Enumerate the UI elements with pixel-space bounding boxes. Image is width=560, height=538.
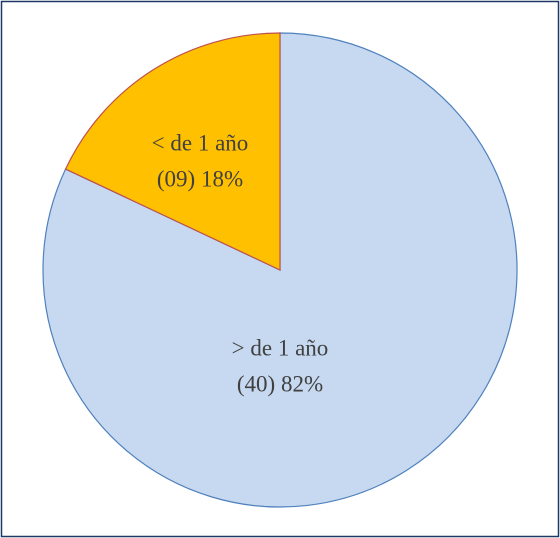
- slice-category-label: > de 1 año: [232, 335, 329, 360]
- slice-value-label: (40) 82%: [237, 371, 323, 396]
- slice-category-label: < de 1 año: [152, 130, 249, 155]
- pie-slice: [42, 32, 518, 508]
- pie-slice: [64, 32, 281, 271]
- slice-value-label: (09) 18%: [157, 166, 243, 191]
